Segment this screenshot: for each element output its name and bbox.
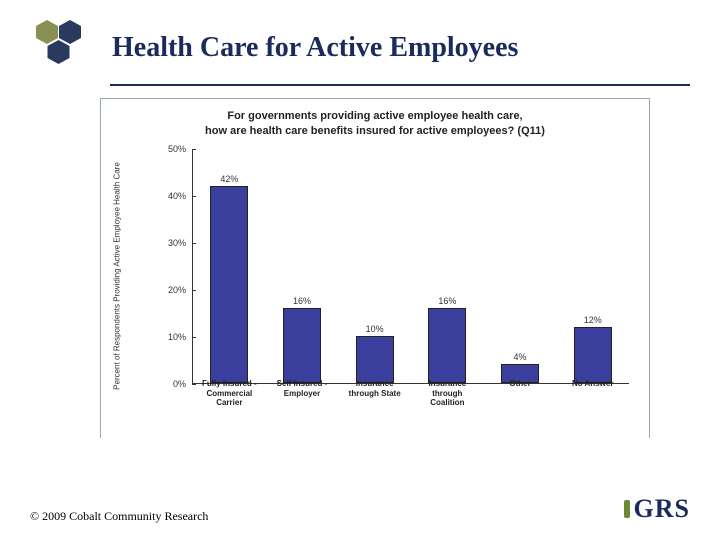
bar-slot: 4% bbox=[484, 149, 557, 383]
bar-value-label: 16% bbox=[293, 296, 311, 306]
page-title: Health Care for Active Employees bbox=[112, 32, 518, 64]
x-tick-label: No Answer bbox=[556, 379, 629, 408]
plot-area: Percent of Respondents Providing Active … bbox=[159, 149, 629, 404]
bar-slot: 16% bbox=[411, 149, 484, 383]
bar-value-label: 16% bbox=[438, 296, 456, 306]
grs-logo: GRS bbox=[626, 494, 690, 524]
y-axis: 0%10%20%30%40%50% bbox=[159, 149, 193, 384]
bar-slot: 16% bbox=[266, 149, 339, 383]
x-tick-label: InsurancethroughCoalition bbox=[411, 379, 484, 408]
bar-slot: 10% bbox=[338, 149, 411, 383]
y-tick: 40% bbox=[159, 191, 192, 201]
y-tick: 0% bbox=[159, 379, 192, 389]
slide: Health Care for Active Employees For gov… bbox=[0, 0, 720, 540]
title-rule bbox=[110, 84, 690, 86]
x-tick-label: Self Insured -Employer bbox=[266, 379, 339, 408]
y-tick: 10% bbox=[159, 332, 192, 342]
x-tick-label: Insurancethrough State bbox=[338, 379, 411, 408]
x-axis-labels: Fully Insured -CommercialCarrierSelf Ins… bbox=[193, 379, 629, 408]
y-tick: 20% bbox=[159, 285, 192, 295]
bar-group: 42% 16% 10% 16% 4% 12% bbox=[193, 149, 629, 383]
bar-slot: 12% bbox=[556, 149, 629, 383]
chart-title-line2: how are health care benefits insured for… bbox=[205, 125, 545, 137]
x-tick-label: Other bbox=[484, 379, 557, 408]
header: Health Care for Active Employees bbox=[30, 18, 690, 78]
bar bbox=[356, 336, 394, 383]
bar-slot: 42% bbox=[193, 149, 266, 383]
y-axis-label: Percent of Respondents Providing Active … bbox=[113, 162, 122, 390]
bar bbox=[428, 308, 466, 383]
hex-cluster-icon bbox=[30, 18, 100, 78]
bar bbox=[574, 327, 612, 383]
chart-title-line1: For governments providing active employe… bbox=[227, 110, 522, 122]
footer: © 2009 Cobalt Community Research GRS bbox=[30, 494, 690, 524]
bar-value-label: 4% bbox=[514, 352, 527, 362]
chart-container: For governments providing active employe… bbox=[100, 98, 650, 438]
y-tick: 50% bbox=[159, 144, 192, 154]
bar bbox=[210, 186, 248, 383]
x-tick-label: Fully Insured -CommercialCarrier bbox=[193, 379, 266, 408]
bar-value-label: 42% bbox=[220, 174, 238, 184]
y-tick: 30% bbox=[159, 238, 192, 248]
bar-value-label: 12% bbox=[584, 315, 602, 325]
chart-title: For governments providing active employe… bbox=[111, 109, 639, 139]
copyright-text: © 2009 Cobalt Community Research bbox=[30, 509, 208, 524]
bar-value-label: 10% bbox=[366, 324, 384, 334]
bar bbox=[283, 308, 321, 383]
plot: 42% 16% 10% 16% 4% 12% bbox=[193, 149, 629, 384]
